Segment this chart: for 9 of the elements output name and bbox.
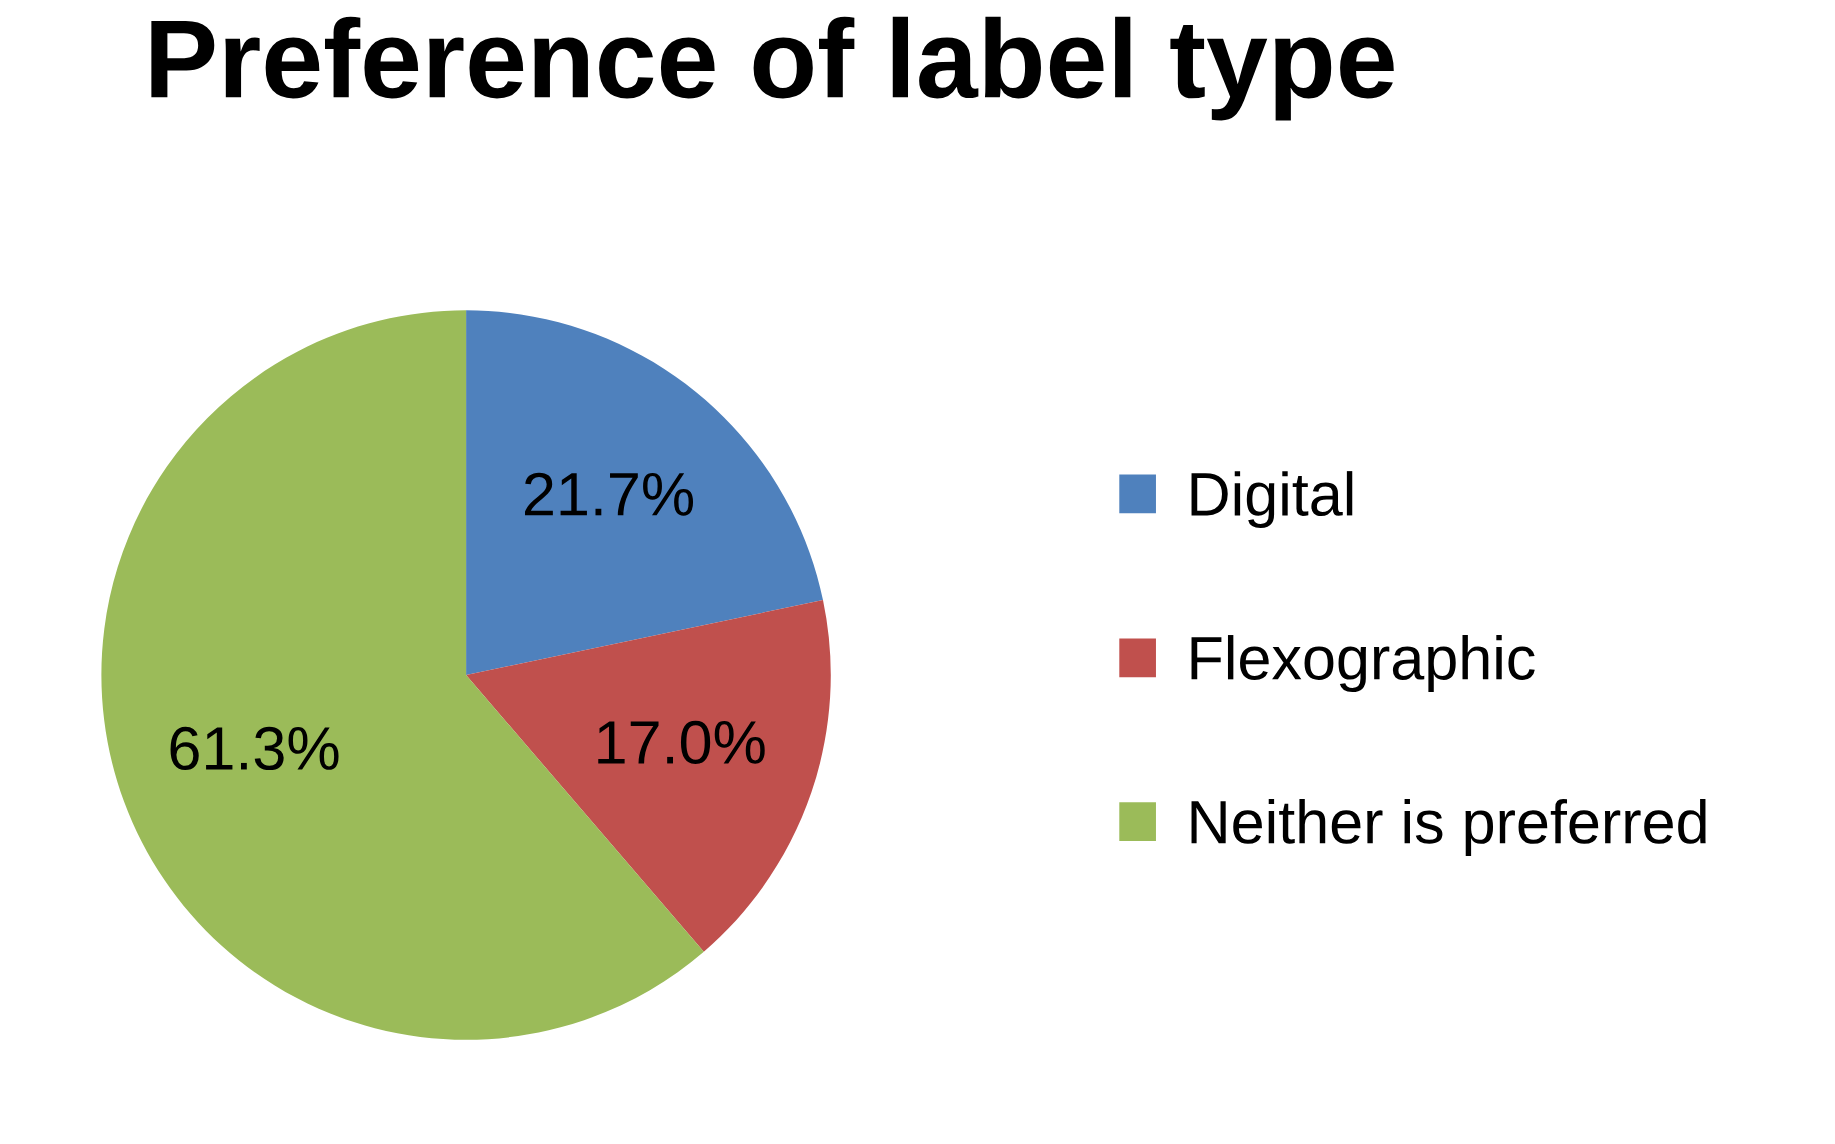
legend-label: Neither is preferred bbox=[1191, 798, 1706, 856]
legend-label: Flexographic bbox=[1191, 635, 1535, 692]
data-label: 21.7% bbox=[525, 472, 694, 516]
pie-slice bbox=[466, 310, 823, 676]
pie-slice bbox=[466, 599, 831, 952]
data-label: 61.3% bbox=[170, 726, 339, 771]
data-label: 17.0% bbox=[598, 720, 765, 765]
legend-label: Digital bbox=[1191, 471, 1353, 529]
chart-title: Preference of label type bbox=[151, 16, 1394, 121]
